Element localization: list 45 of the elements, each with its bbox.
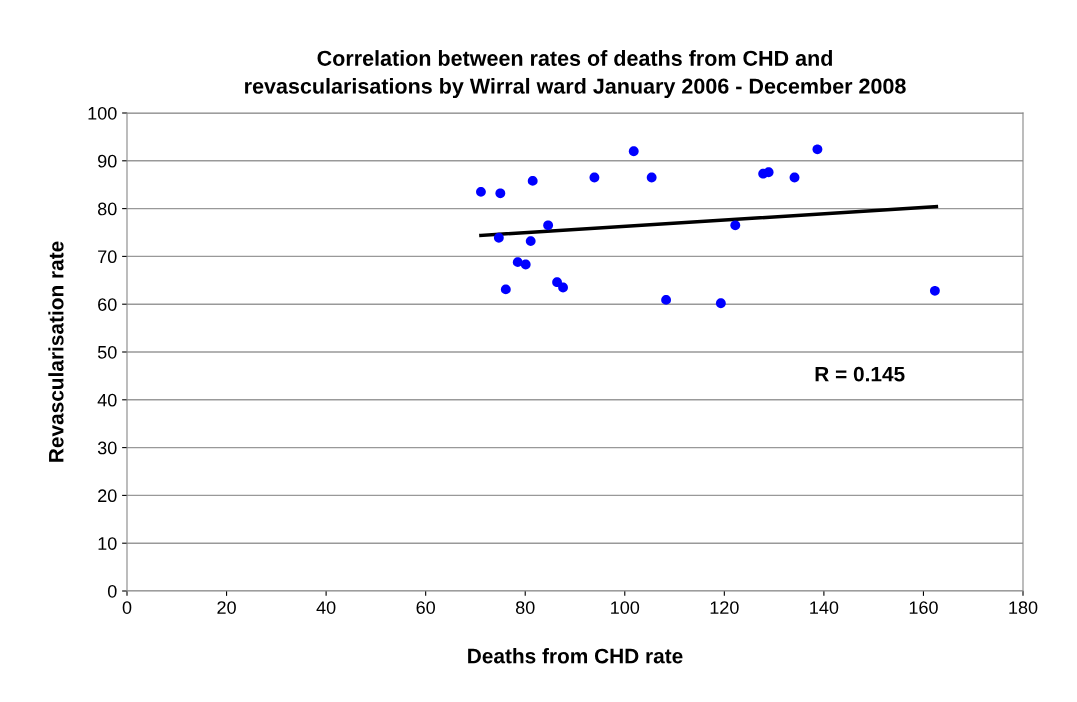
y-tick-label: 30 [97, 441, 117, 455]
point [661, 294, 671, 305]
point [500, 284, 511, 295]
y-tick-label: 0 [107, 584, 117, 598]
point [812, 144, 823, 155]
y-tick-label: 80 [97, 202, 117, 216]
y-tick-label: 60 [98, 298, 117, 311]
point [646, 172, 657, 183]
point [715, 298, 726, 309]
x-tick-label: 0 [122, 601, 132, 614]
point [476, 186, 486, 197]
point [789, 172, 800, 183]
x-tick-label: 60 [416, 601, 435, 614]
point [589, 172, 600, 183]
y-tick-label: 90 [98, 154, 117, 168]
x-tick-label: 180 [1009, 601, 1038, 614]
point [493, 232, 504, 243]
x-tick-label: 160 [909, 601, 938, 614]
point [929, 285, 940, 296]
point [730, 220, 741, 231]
x-tick-label: 40 [316, 601, 336, 614]
y-tick-label: 50 [97, 345, 117, 359]
point [558, 282, 568, 293]
point [628, 146, 639, 157]
point [495, 188, 506, 199]
point [512, 257, 523, 268]
x-tick-label: 100 [611, 601, 640, 614]
point [520, 259, 531, 270]
point [525, 236, 536, 247]
y-axis-title: Revascularisation rate [48, 241, 64, 462]
annotation: R = 0.145 [815, 366, 905, 382]
x-axis-title: Deaths from CHD rate [468, 648, 683, 664]
point [543, 220, 554, 231]
y-tick-label: 40 [97, 393, 117, 407]
y-tick-label: 70 [98, 250, 117, 264]
y-tick-label: 20 [98, 489, 117, 503]
x-tick-label: 20 [217, 601, 236, 614]
point [552, 277, 562, 288]
x-tick-label: 120 [710, 601, 739, 614]
chart-title: Correlation between rates of deaths from CHD and revascularisations by Wirral ward January 2006 - December 2008 [245, 50, 906, 99]
point [527, 175, 538, 186]
y-tick-label: 100 [88, 106, 117, 120]
x-tick-label: 80 [515, 601, 535, 614]
x-tick-label: 140 [810, 601, 839, 614]
y-tick-label: 10 [98, 537, 117, 550]
